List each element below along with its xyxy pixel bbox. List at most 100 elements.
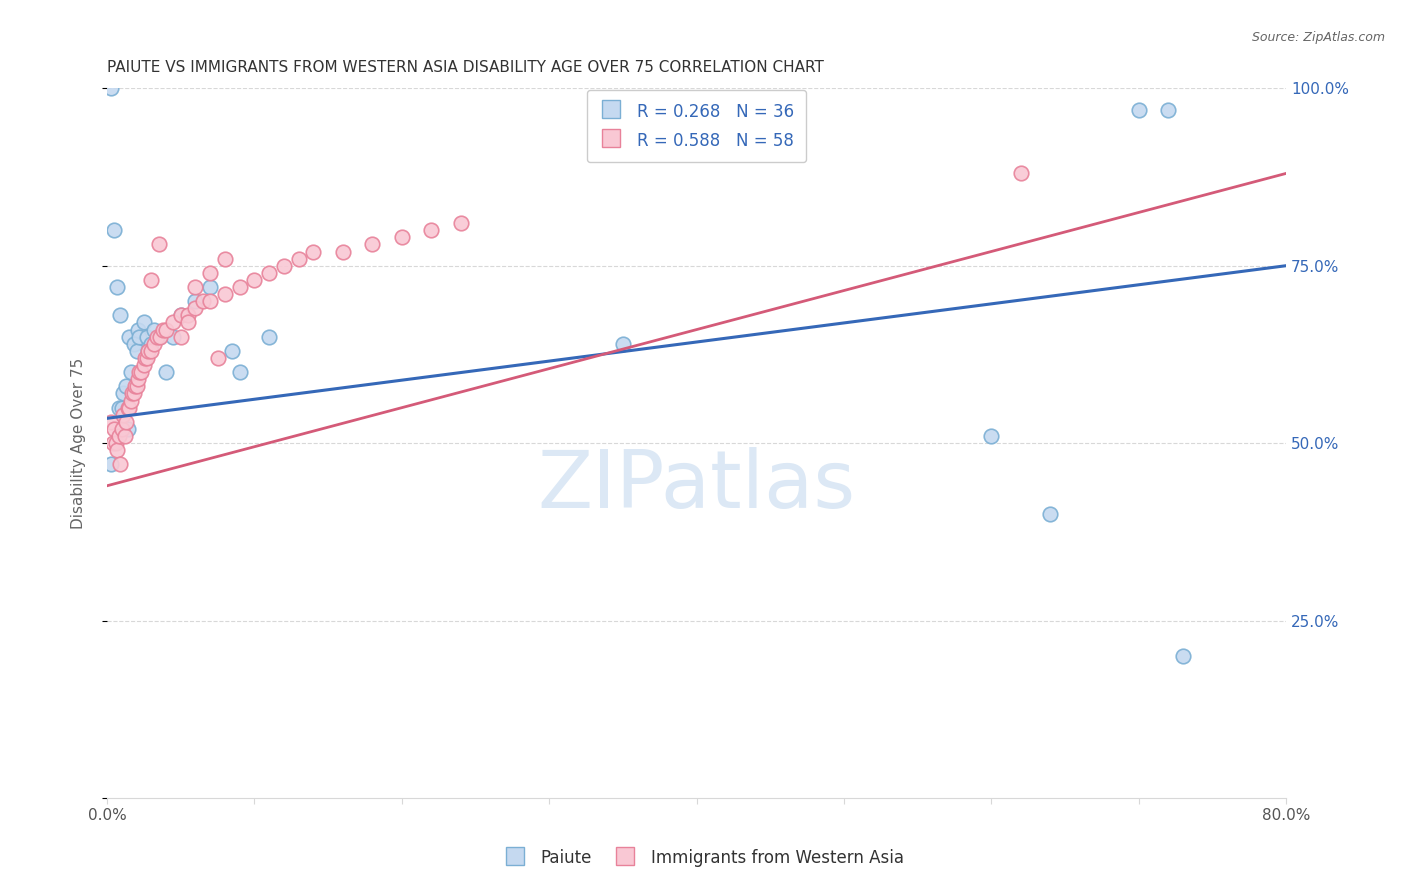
Point [103,223,125,237]
Point [110,458,132,472]
Point [111,422,134,436]
Point [100,458,122,472]
Point [162,316,184,330]
Point [103,422,125,436]
Point [214,287,236,301]
Point [111,401,134,415]
Point [177,316,200,330]
Point [200,266,222,280]
Point [128,329,150,343]
Point [152,323,174,337]
Point [170,309,193,323]
Point [115,379,138,393]
Text: PAIUTE VS IMMIGRANTS FROM WESTERN ASIA DISABILITY AGE OVER 75 CORRELATION CHART: PAIUTE VS IMMIGRANTS FROM WESTERN ASIA D… [107,60,824,75]
Point [1039,507,1062,521]
Point [135,329,157,343]
Point [184,301,207,316]
Point [257,266,280,280]
Point [1128,103,1150,117]
Point [155,365,177,379]
Point [120,365,142,379]
Point [100,415,122,429]
Point [117,422,139,436]
Point [112,386,135,401]
Point [141,273,163,287]
Point [132,316,155,330]
Point [332,244,354,259]
Point [118,329,141,343]
Y-axis label: Disability Age Over 75: Disability Age Over 75 [72,358,86,529]
Legend: R = 0.268   N = 36, R = 0.588   N = 58: R = 0.268 N = 36, R = 0.588 N = 58 [588,89,806,161]
Point [146,329,169,343]
Point [184,294,207,309]
Point [101,436,124,450]
Point [115,415,138,429]
Point [273,259,295,273]
Point [112,408,135,422]
Point [100,81,122,95]
Point [129,365,152,379]
Point [170,329,193,343]
Point [149,329,172,343]
Point [125,379,148,393]
Point [128,365,150,379]
Point [135,351,157,365]
Point [155,323,177,337]
Point [120,393,142,408]
Point [143,323,166,337]
Point [118,401,141,415]
Point [1010,166,1032,180]
Point [132,358,155,372]
Point [125,343,148,358]
Text: ZIPatlas: ZIPatlas [537,447,856,524]
Point [612,336,634,351]
Point [104,436,127,450]
Point [228,280,250,294]
Point [980,429,1002,443]
Point [221,343,243,358]
Legend: Paiute, Immigrants from Western Asia: Paiute, Immigrants from Western Asia [496,841,910,875]
Point [108,401,131,415]
Point [1171,649,1194,664]
Point [184,280,207,294]
Point [108,429,131,443]
Point [134,351,156,365]
Point [138,343,160,358]
Point [228,365,250,379]
Text: Source: ZipAtlas.com: Source: ZipAtlas.com [1251,31,1385,45]
Point [420,223,443,237]
Point [127,323,149,337]
Point [391,230,413,244]
Point [124,379,146,393]
Point [148,237,170,252]
Point [200,294,222,309]
Point [257,329,280,343]
Point [361,237,384,252]
Point [207,351,229,365]
Point [138,343,160,358]
Point [450,216,472,230]
Point [148,329,170,343]
Point [191,294,214,309]
Point [243,273,266,287]
Point [127,372,149,386]
Point [121,386,143,401]
Point [105,280,128,294]
Point [302,244,325,259]
Point [143,336,166,351]
Point [170,309,193,323]
Point [105,443,128,458]
Point [200,280,222,294]
Point [110,309,132,323]
Point [287,252,309,266]
Point [177,309,200,323]
Point [1157,103,1180,117]
Point [162,329,184,343]
Point [141,343,163,358]
Point [122,386,145,401]
Point [122,336,145,351]
Point [214,252,236,266]
Point [117,401,139,415]
Point [114,429,136,443]
Point [141,336,163,351]
